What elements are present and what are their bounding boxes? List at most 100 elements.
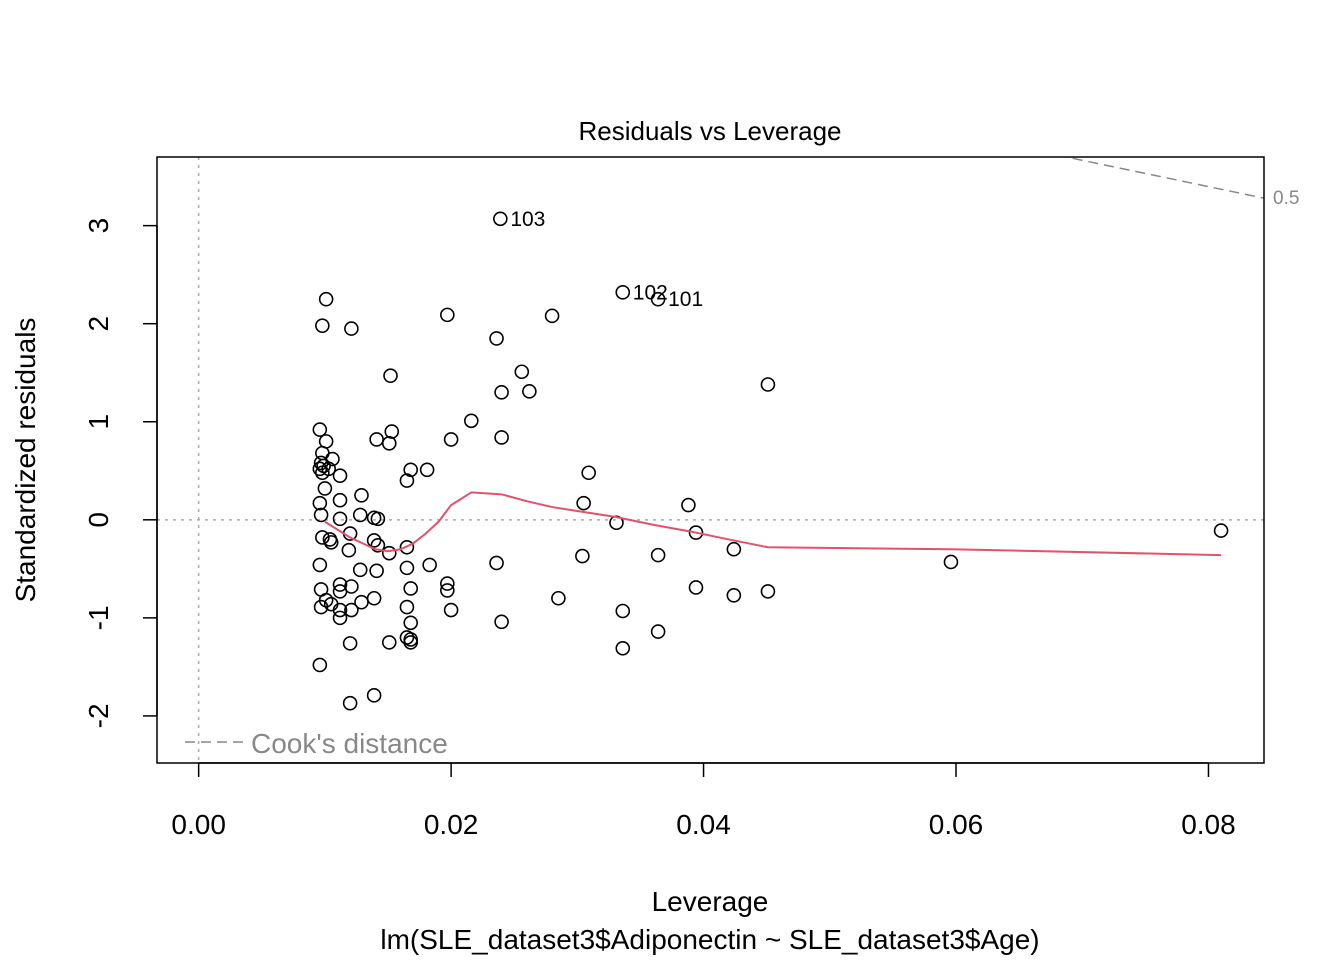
data-point — [650, 547, 666, 563]
x-tick-label: 0.00 — [171, 809, 226, 840]
y-tick-label: 0 — [83, 512, 114, 528]
x-tick-label: 0.02 — [424, 809, 479, 840]
data-point — [494, 614, 509, 630]
data-point — [422, 557, 437, 573]
cooks-contour-label: 0.5 — [1273, 188, 1299, 209]
reference-lines — [157, 157, 1264, 763]
data-point — [399, 599, 415, 615]
data-point — [312, 657, 328, 673]
data-point — [381, 436, 397, 451]
data-point — [321, 461, 336, 477]
data-point — [332, 602, 348, 618]
data-point — [312, 557, 328, 573]
data-point — [370, 538, 386, 553]
data-point — [544, 308, 560, 324]
data-point — [650, 291, 666, 307]
data-point — [341, 542, 357, 558]
data-point — [342, 695, 358, 711]
x-axis-title: Leverage — [652, 886, 769, 917]
y-tick-label: 2 — [83, 316, 114, 332]
data-point — [366, 590, 382, 606]
data-point — [344, 602, 359, 618]
y-tick-label: 1 — [83, 414, 114, 430]
data-point — [352, 507, 368, 523]
data-point — [342, 636, 358, 651]
smoother-line — [324, 491, 1222, 557]
data-point — [381, 635, 397, 650]
cooks-distance-contour — [1062, 157, 1264, 199]
data-point — [494, 430, 509, 445]
data-point — [399, 560, 415, 576]
y-tick-label: 3 — [83, 218, 114, 234]
data-point — [315, 318, 330, 333]
data-point — [493, 211, 508, 227]
data-point — [344, 579, 359, 594]
data-point — [369, 432, 384, 447]
data-point — [354, 488, 369, 503]
data-point — [688, 525, 704, 540]
data-point — [383, 368, 398, 383]
data-point — [760, 377, 776, 392]
data-point — [440, 583, 455, 598]
data-point — [352, 562, 368, 578]
data-point — [551, 590, 566, 606]
data-point — [1213, 523, 1229, 538]
data-point — [370, 511, 386, 527]
data-point — [369, 563, 384, 579]
data-point — [344, 321, 359, 336]
y-tick-label: -1 — [83, 605, 114, 630]
data-point — [489, 555, 504, 571]
x-tick-label: 0.04 — [676, 809, 731, 840]
data-point — [681, 497, 696, 513]
data-point — [317, 481, 333, 496]
data-point — [315, 530, 330, 545]
point-labels: 103 102 101 — [510, 208, 703, 311]
legend: Cook's distance — [185, 728, 448, 759]
x-axis: 0.00 0.02 0.04 0.06 0.08 — [171, 762, 1236, 840]
data-point — [403, 581, 419, 596]
x-tick-label: 0.06 — [929, 809, 984, 840]
data-point — [312, 495, 328, 511]
data-point — [313, 599, 329, 615]
data-points — [312, 211, 1229, 711]
data-point — [332, 468, 348, 483]
data-point — [354, 594, 369, 610]
data-point — [489, 331, 504, 346]
point-label: 102 — [633, 281, 668, 304]
data-point — [514, 364, 530, 380]
data-point — [443, 432, 459, 447]
data-point — [332, 610, 348, 626]
data-point — [312, 422, 328, 437]
data-point — [399, 473, 415, 488]
data-point — [688, 580, 704, 595]
data-point — [323, 535, 339, 550]
data-point — [726, 588, 742, 603]
data-point — [615, 285, 631, 300]
data-point — [943, 554, 959, 570]
data-point — [318, 291, 334, 307]
data-point — [615, 640, 631, 656]
data-point — [403, 615, 419, 631]
data-point — [332, 577, 348, 592]
data-point — [332, 511, 348, 527]
legend-label: Cook's distance — [251, 728, 448, 759]
data-point — [312, 461, 328, 477]
data-point — [443, 602, 459, 618]
data-point — [494, 385, 509, 400]
data-point — [726, 541, 742, 557]
data-point — [440, 307, 455, 323]
data-point — [440, 576, 455, 591]
data-point — [381, 545, 397, 561]
data-point — [760, 584, 776, 599]
data-point — [399, 539, 415, 555]
data-point — [384, 424, 400, 439]
data-point — [419, 462, 435, 478]
y-axis-title: Standardized residuals — [10, 318, 41, 603]
data-point — [522, 384, 537, 399]
data-point — [366, 533, 382, 548]
data-point — [366, 688, 382, 703]
chart-title: Residuals vs Leverage — [578, 116, 841, 146]
point-label: 103 — [510, 208, 545, 231]
data-point — [576, 495, 591, 511]
data-point — [313, 507, 329, 523]
